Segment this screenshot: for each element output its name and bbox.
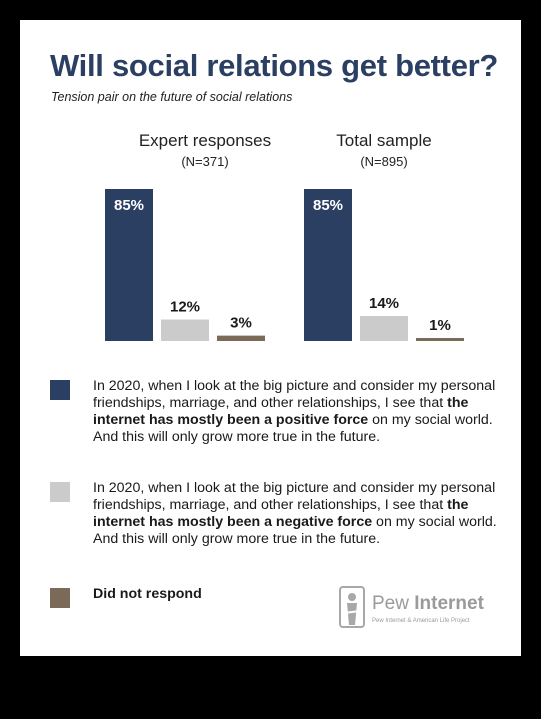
bar-total-no-response	[416, 338, 464, 341]
bar-label-experts-negative: 12%	[170, 299, 200, 316]
legend-swatch-no-response	[50, 588, 70, 608]
bar-experts-positive	[105, 189, 153, 341]
legend-text-negative: In 2020, when I look at the big picture …	[93, 480, 497, 547]
chart-subtitle: Tension pair on the future of social rel…	[51, 90, 293, 104]
chart-card: Will social relations get better? Tensio…	[20, 20, 521, 656]
chart-title: Will social relations get better?	[50, 48, 499, 83]
bar-experts-negative	[161, 319, 209, 341]
bar-total-negative	[360, 315, 408, 341]
bar-label-total-positive: 85%	[313, 197, 343, 214]
logo-tagline: Pew Internet & American Life Project	[372, 618, 470, 624]
bar-chart: 85% 85% 12% 14% 3% 1%	[105, 189, 464, 341]
group-n-experts: (N=371)	[181, 154, 229, 169]
legend-swatch-negative	[50, 482, 70, 502]
bar-label-total-no-response: 1%	[429, 317, 451, 334]
legend-text-positive: In 2020, when I look at the big picture …	[93, 378, 496, 445]
bar-total-positive	[304, 189, 352, 341]
pew-logo-icon	[339, 586, 365, 628]
bar-experts-no-response	[217, 335, 265, 341]
bar-label-experts-no-response: 3%	[230, 315, 252, 332]
logo-name: Pew Internet	[372, 593, 484, 614]
legend-swatch-positive	[50, 380, 70, 400]
bar-label-total-negative: 14%	[369, 295, 399, 312]
bar-label-experts-positive: 85%	[114, 197, 144, 214]
group-n-total: (N=895)	[360, 154, 408, 169]
group-title-total: Total sample	[336, 131, 432, 150]
pew-internet-logo: Pew Internet Pew Internet & American Lif…	[338, 585, 498, 631]
legend-text-no-response: Did not respond	[93, 586, 202, 602]
group-title-experts: Expert responses	[138, 131, 272, 150]
